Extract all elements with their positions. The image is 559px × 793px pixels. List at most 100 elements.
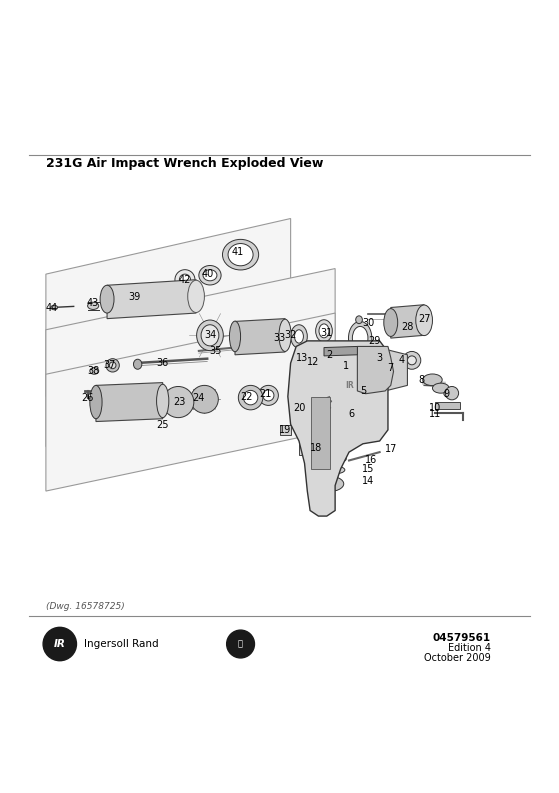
Ellipse shape [416,305,433,335]
Text: 22: 22 [240,392,252,401]
Polygon shape [357,347,394,393]
Polygon shape [107,280,196,319]
Polygon shape [435,402,460,408]
Circle shape [295,401,311,416]
Ellipse shape [199,266,221,285]
Ellipse shape [324,454,346,463]
Ellipse shape [423,374,442,385]
Text: 13: 13 [296,353,308,362]
Ellipse shape [325,468,339,472]
Polygon shape [46,219,291,396]
FancyBboxPatch shape [384,356,397,373]
Text: 27: 27 [418,313,430,324]
Text: 29: 29 [368,336,380,346]
Text: 19: 19 [279,425,291,435]
Circle shape [110,362,116,369]
Circle shape [408,356,416,365]
Polygon shape [96,382,163,422]
Circle shape [175,270,195,289]
Ellipse shape [197,320,224,351]
Circle shape [305,355,316,366]
Text: 12: 12 [307,357,319,367]
Ellipse shape [222,239,259,270]
FancyBboxPatch shape [297,354,304,360]
Text: 2: 2 [326,350,333,360]
Text: 11: 11 [429,409,442,419]
Ellipse shape [348,321,372,354]
Polygon shape [311,396,330,469]
Text: 🔧: 🔧 [238,639,243,649]
Ellipse shape [228,243,253,266]
Text: 28: 28 [401,322,414,332]
Ellipse shape [319,324,329,338]
Ellipse shape [51,305,58,310]
Circle shape [132,295,143,306]
FancyBboxPatch shape [299,441,316,454]
Text: IR: IR [345,381,354,390]
Circle shape [163,386,194,418]
Text: 30: 30 [362,317,375,328]
Circle shape [127,290,148,310]
Circle shape [43,627,77,661]
Circle shape [258,385,278,405]
Text: 18: 18 [310,442,322,453]
Circle shape [403,351,421,370]
Text: 36: 36 [157,358,169,368]
Text: 16: 16 [365,455,377,465]
Ellipse shape [88,302,99,309]
Text: 17: 17 [385,444,397,454]
Text: Ingersoll Rand: Ingersoll Rand [84,639,158,649]
Text: 10: 10 [429,403,442,412]
Text: 04579561: 04579561 [433,633,491,643]
Ellipse shape [295,330,304,343]
Text: 39: 39 [129,293,141,302]
Ellipse shape [134,359,142,370]
Ellipse shape [433,383,449,393]
Text: 41: 41 [231,247,244,257]
Text: 34: 34 [204,331,216,340]
Text: 15: 15 [362,464,375,473]
Text: 21: 21 [259,389,272,399]
FancyBboxPatch shape [327,346,363,358]
Ellipse shape [320,465,345,474]
Text: 7: 7 [387,362,394,373]
Text: 14: 14 [362,476,375,486]
Circle shape [299,405,307,412]
Circle shape [179,274,191,285]
Circle shape [446,386,458,400]
Text: 231G Air Impact Wrench Exploded View: 231G Air Impact Wrench Exploded View [46,157,323,170]
Circle shape [339,411,353,424]
Polygon shape [324,347,357,356]
Text: 40: 40 [201,269,214,279]
Ellipse shape [313,476,344,492]
Polygon shape [288,341,388,516]
Ellipse shape [157,385,169,418]
Polygon shape [235,319,285,354]
Text: 38: 38 [87,366,100,376]
Ellipse shape [188,280,205,312]
Text: 26: 26 [82,393,94,403]
Ellipse shape [384,308,397,336]
Circle shape [238,385,263,410]
Ellipse shape [229,321,240,352]
Text: 32: 32 [285,331,297,340]
Polygon shape [391,305,424,338]
Text: 43: 43 [87,298,100,308]
Ellipse shape [356,316,362,324]
Ellipse shape [90,385,102,419]
Text: 42: 42 [179,274,191,285]
Circle shape [263,390,274,401]
Polygon shape [46,313,335,491]
Polygon shape [46,269,335,446]
Ellipse shape [90,368,99,374]
Text: 44: 44 [45,302,58,312]
Text: 3: 3 [377,353,383,362]
Text: 33: 33 [273,333,286,343]
Circle shape [343,414,349,421]
Circle shape [106,358,119,372]
Text: (Dwg. 16578725): (Dwg. 16578725) [46,602,125,611]
Ellipse shape [352,327,368,350]
Text: 31: 31 [321,328,333,338]
Ellipse shape [444,389,458,398]
FancyBboxPatch shape [280,425,291,435]
